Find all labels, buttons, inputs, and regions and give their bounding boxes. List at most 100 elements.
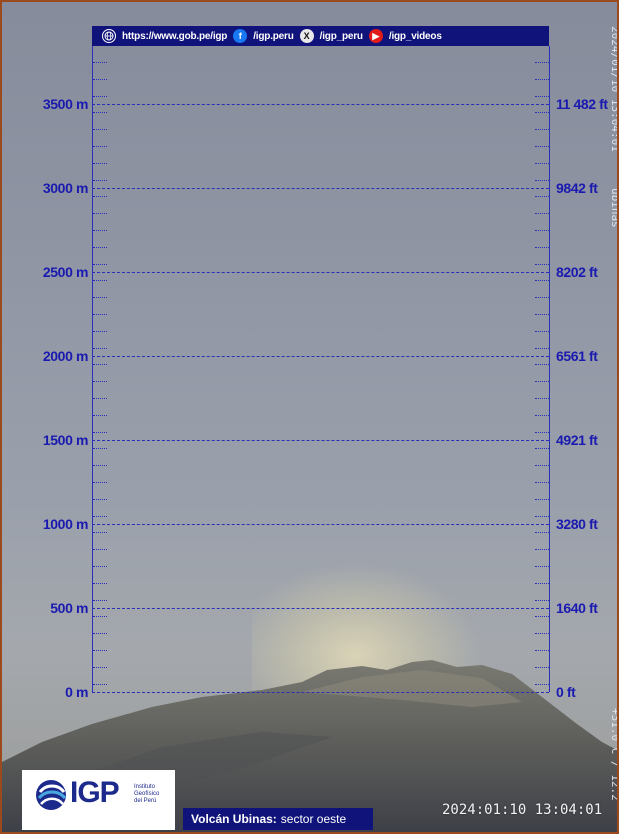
sector-name: sector oeste [280, 812, 347, 826]
minor-tick [535, 331, 549, 332]
feet-label: 3280 ft [556, 516, 598, 532]
minor-tick [93, 398, 107, 399]
gridline-0 [92, 692, 549, 693]
gridline-2000 [92, 356, 549, 357]
minor-tick [535, 650, 549, 651]
minor-tick [535, 62, 549, 63]
minor-tick [535, 583, 549, 584]
igp-wordmark: IGP [70, 776, 120, 809]
website-link[interactable]: https://www.gob.pe/igp [122, 30, 228, 42]
minor-tick [535, 667, 549, 668]
feet-label: 0 ft [556, 684, 576, 700]
institute-name: Instituto Geofísico del Perú [134, 784, 160, 804]
meter-label: 1500 m [42, 432, 88, 448]
minor-tick [535, 196, 549, 197]
minor-tick [93, 600, 107, 601]
vertical-temperature: +31.0 C / 12.2 [609, 708, 619, 801]
minor-tick [93, 549, 107, 550]
minor-tick [93, 96, 107, 97]
left-axis-line [92, 46, 93, 692]
meter-label: 0 m [65, 684, 88, 700]
minor-tick [535, 684, 549, 685]
minor-tick [535, 213, 549, 214]
minor-tick [535, 96, 549, 97]
meter-label: 2000 m [42, 348, 88, 364]
minor-tick [93, 415, 107, 416]
minor-tick [93, 364, 107, 365]
meter-label: 3500 m [42, 96, 88, 112]
gridline-3500 [92, 104, 549, 105]
youtube-icon: ▶ [368, 29, 383, 43]
minor-tick [93, 499, 107, 500]
minor-tick [535, 448, 549, 449]
minor-tick [535, 364, 549, 365]
igp-swirl-icon [36, 780, 67, 810]
feet-label: 1640 ft [556, 600, 598, 616]
minor-tick [93, 532, 107, 533]
minor-tick [93, 465, 107, 466]
minor-tick [535, 381, 549, 382]
minor-tick [535, 314, 549, 315]
minor-tick [535, 297, 549, 298]
meter-label: 2500 m [42, 264, 88, 280]
gridline-1500 [92, 440, 549, 441]
minor-tick [93, 180, 107, 181]
meter-label: 500 m [50, 600, 88, 616]
gridline-500 [92, 608, 549, 609]
igp-logo: IGP Instituto Geofísico del Perú [22, 770, 175, 830]
x-icon: X [299, 29, 314, 43]
facebook-link[interactable]: /igp.peru [253, 30, 294, 42]
gridline-1000 [92, 524, 549, 525]
minor-tick [535, 264, 549, 265]
minor-tick [93, 348, 107, 349]
minor-tick [93, 112, 107, 113]
minor-tick [93, 213, 107, 214]
minor-tick [535, 180, 549, 181]
minor-tick [93, 297, 107, 298]
minor-tick [93, 196, 107, 197]
capture-timestamp: 2024:01:10 13:04:01 [442, 802, 603, 818]
vertical-camera-name: ubinas [609, 188, 619, 228]
minor-tick [535, 516, 549, 517]
meter-label: 1000 m [42, 516, 88, 532]
right-axis-line [549, 46, 550, 692]
minor-tick [93, 448, 107, 449]
facebook-icon: f [233, 29, 248, 43]
minor-tick [535, 465, 549, 466]
minor-tick [535, 112, 549, 113]
feet-label: 8202 ft [556, 264, 598, 280]
minor-tick [93, 331, 107, 332]
minor-tick [535, 163, 549, 164]
minor-tick [93, 667, 107, 668]
minor-tick [535, 280, 549, 281]
minor-tick [535, 482, 549, 483]
minor-tick [535, 616, 549, 617]
gridline-2500 [92, 272, 549, 273]
feet-label: 4921 ft [556, 432, 598, 448]
feet-label: 11 482 ft [556, 96, 608, 112]
minor-tick [93, 247, 107, 248]
gridline-3000 [92, 188, 549, 189]
minor-tick [93, 381, 107, 382]
minor-tick [535, 532, 549, 533]
minor-tick [93, 62, 107, 63]
volcano-name: Volcán Ubinas: [191, 812, 277, 826]
minor-tick [535, 566, 549, 567]
globe-icon [102, 29, 116, 43]
minor-tick [93, 230, 107, 231]
x-link[interactable]: /igp_peru [319, 30, 363, 42]
youtube-link[interactable]: /igp_videos [388, 30, 442, 42]
meter-label: 3000 m [42, 180, 88, 196]
vertical-timestamp: 2024/01/10 13:04:01 [609, 26, 619, 152]
minor-tick [93, 566, 107, 567]
minor-tick [93, 264, 107, 265]
minor-tick [93, 280, 107, 281]
minor-tick [535, 415, 549, 416]
minor-tick [535, 146, 549, 147]
minor-tick [93, 314, 107, 315]
minor-tick [535, 398, 549, 399]
minor-tick [93, 432, 107, 433]
minor-tick [535, 230, 549, 231]
